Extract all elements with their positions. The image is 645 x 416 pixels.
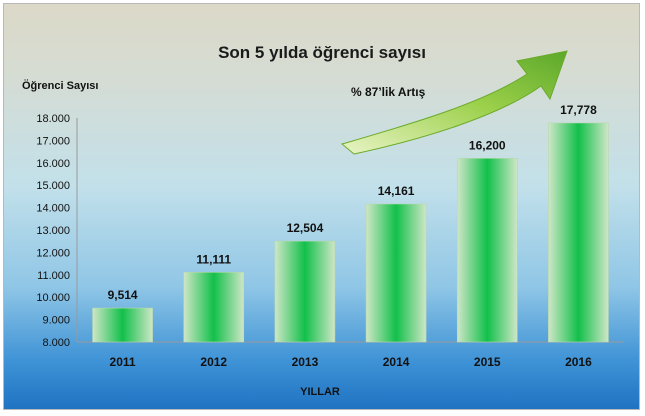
y-tick-label: 11.000 [37,270,70,282]
bar-2016 [548,122,609,343]
growth-arrow [340,50,568,155]
data-label: 11,111 [196,252,231,266]
data-label: 17,778 [560,103,597,117]
chart-title: Son 5 yılda öğrenci sayısı [218,43,426,62]
y-tick-label: 8.000 [42,337,70,349]
bar-2013 [274,240,336,343]
y-tick-label: 9.000 [42,315,70,327]
x-tick-label: 2015 [474,355,501,369]
y-tick-label: 18.000 [36,113,70,125]
y-tick-label: 12.000 [36,247,70,259]
data-labels: 9,514 11,111 12,504 14,161 16,200 17,778 [108,103,598,302]
x-tick-label: 2012 [200,355,227,369]
bar-chart: Son 5 yılda öğrenci sayısı Öğrenci Sayıs… [22,43,624,398]
bar-2011 [92,307,153,343]
data-label: 12,504 [287,221,324,235]
bar-2012 [183,272,245,343]
data-label: 16,200 [469,138,506,152]
y-axis-label: Öğrenci Sayısı [22,79,98,92]
y-tick-label: 10.000 [36,292,70,304]
y-tick-label: 13.000 [36,225,70,237]
y-tick-label: 16.000 [36,158,70,170]
x-tick-label: 2014 [383,355,410,369]
bar-2014 [365,203,427,343]
data-label: 14,161 [378,184,415,198]
x-tick-label: 2013 [292,355,319,369]
y-ticks: 8.000 9.000 10.000 11.000 12.000 13.000 14.000… [36,113,70,349]
x-ticks: 2011 2012 2013 2014 2015 2016 [110,355,593,369]
data-label: 9,514 [108,288,138,302]
chart-frame: Son 5 yılda öğrenci sayısı Öğrenci Sayıs… [3,3,640,410]
x-tick-label: 2011 [110,355,136,369]
y-tick-label: 15.000 [36,180,70,192]
bars [92,122,609,343]
x-tick-label: 2016 [565,355,592,369]
growth-annotation: % 87’lik Artış [351,85,426,99]
y-tick-label: 14.000 [36,203,70,215]
y-tick-label: 17.000 [36,135,70,147]
bar-2015 [456,158,518,343]
growth-arrow-shape [340,50,568,155]
x-axis-label: YILLAR [300,386,340,398]
